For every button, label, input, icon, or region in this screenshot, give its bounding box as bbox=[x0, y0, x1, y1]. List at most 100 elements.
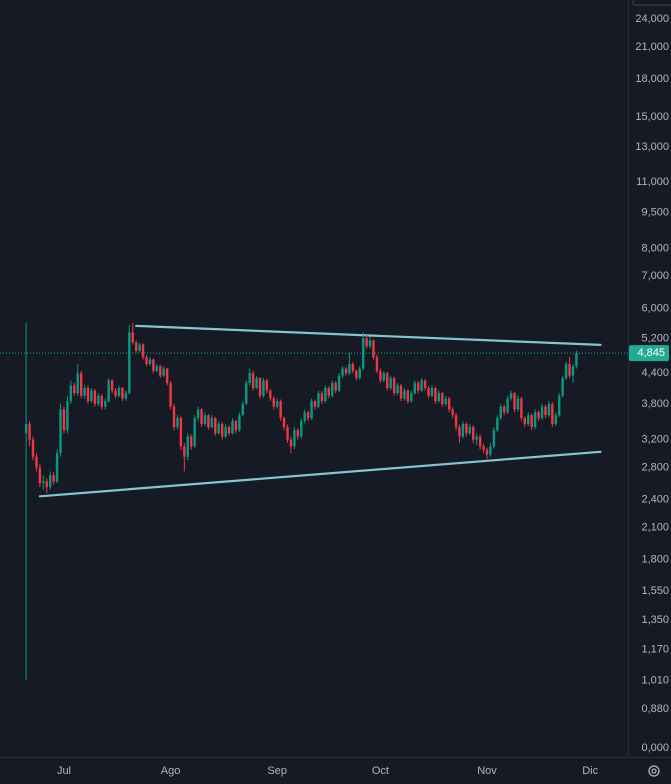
candle-body bbox=[444, 398, 447, 404]
candle-body bbox=[97, 395, 100, 404]
y-tick-label: 1,350 bbox=[641, 614, 669, 626]
x-tick-label: Nov bbox=[477, 765, 497, 777]
candle-body bbox=[138, 344, 141, 351]
candle-body bbox=[575, 353, 578, 367]
candle-body bbox=[547, 403, 551, 416]
candle-body bbox=[540, 406, 544, 419]
y-tick-label: 7,000 bbox=[641, 270, 669, 282]
candle-body bbox=[406, 390, 410, 402]
candle-body bbox=[234, 421, 238, 431]
y-tick-label: 2,800 bbox=[641, 462, 669, 474]
candle-body bbox=[506, 398, 509, 413]
candle-body bbox=[317, 393, 320, 407]
y-tick-label: 3,800 bbox=[641, 398, 669, 410]
candle-body bbox=[499, 406, 502, 419]
trend-line bbox=[38, 450, 602, 498]
candle-body bbox=[245, 382, 248, 404]
y-tick-label: 2,400 bbox=[641, 494, 669, 506]
candle-body bbox=[49, 475, 52, 488]
candle-body bbox=[217, 424, 220, 434]
x-tick-label: Dic bbox=[582, 765, 598, 777]
x-tick-label: Sep bbox=[267, 765, 287, 777]
candle-body bbox=[492, 430, 496, 447]
candle-body bbox=[558, 395, 561, 416]
y-tick-label: 0,880 bbox=[641, 703, 669, 715]
y-tick-label: 15,000 bbox=[635, 111, 669, 123]
candle-body bbox=[79, 373, 83, 396]
candle-body bbox=[241, 403, 245, 416]
y-tick-label: 6,000 bbox=[641, 302, 669, 314]
candle-body bbox=[403, 390, 406, 399]
candle-body bbox=[413, 382, 416, 394]
candle-body bbox=[513, 393, 516, 410]
settings-gear[interactable] bbox=[648, 765, 660, 777]
candle-body bbox=[327, 387, 330, 396]
candle-body bbox=[437, 393, 441, 402]
candle-body bbox=[306, 412, 310, 419]
candle-body bbox=[76, 373, 79, 394]
candle-body bbox=[110, 380, 114, 391]
y-tick-label: 21,000 bbox=[635, 41, 669, 53]
candle-body bbox=[410, 393, 413, 402]
candle-body bbox=[289, 439, 293, 447]
candle-body bbox=[286, 427, 289, 440]
candle-body bbox=[196, 409, 200, 419]
candle-body bbox=[502, 406, 506, 413]
candle-body bbox=[114, 390, 117, 396]
candle-body bbox=[571, 366, 575, 376]
candle-body bbox=[564, 363, 568, 379]
candle-body bbox=[447, 398, 451, 410]
candle-body bbox=[128, 332, 131, 394]
candle-body bbox=[527, 415, 530, 425]
candle-body bbox=[337, 375, 341, 391]
candle-body bbox=[324, 387, 327, 402]
candle-body bbox=[441, 393, 444, 404]
candle-body bbox=[358, 368, 361, 379]
candle-body bbox=[269, 390, 272, 399]
candle-body bbox=[420, 380, 423, 391]
candle-body bbox=[399, 385, 403, 399]
candle-body bbox=[214, 418, 217, 434]
axis-button[interactable] bbox=[632, 0, 671, 6]
candle-body bbox=[551, 403, 554, 425]
y-tick-label: 8,000 bbox=[641, 242, 669, 254]
candle-body bbox=[351, 363, 355, 371]
candle-body bbox=[55, 453, 59, 482]
candle-body bbox=[282, 418, 286, 428]
x-tick-label: Ago bbox=[161, 765, 181, 777]
settings-hub[interactable] bbox=[651, 768, 657, 774]
candle-body bbox=[568, 363, 571, 376]
candle-body bbox=[131, 332, 134, 343]
candle-body bbox=[554, 415, 557, 425]
candle-body bbox=[83, 387, 86, 396]
candle-body bbox=[382, 373, 386, 381]
candle-body bbox=[176, 418, 179, 428]
candle-body bbox=[458, 427, 461, 437]
candle-body bbox=[24, 424, 28, 434]
y-tick-label: 0,000 bbox=[641, 742, 669, 754]
candle-body bbox=[396, 385, 399, 394]
candle-body bbox=[472, 427, 475, 440]
x-tick-label: Oct bbox=[372, 765, 389, 777]
candle-body bbox=[28, 424, 31, 440]
candle-body bbox=[389, 378, 392, 388]
candle-body bbox=[265, 380, 269, 391]
settings-icon[interactable] bbox=[648, 765, 660, 777]
candle-body bbox=[296, 430, 300, 437]
candle-body bbox=[210, 418, 214, 428]
candle-body bbox=[35, 456, 38, 468]
candle-body bbox=[344, 368, 348, 374]
candle-body bbox=[516, 398, 520, 410]
candle-body bbox=[90, 390, 93, 402]
last-price-label: 4,845 bbox=[637, 347, 665, 359]
candle-body bbox=[62, 409, 66, 431]
y-tick-label: 1,550 bbox=[641, 585, 669, 597]
y-tick-label: 1,170 bbox=[641, 644, 669, 656]
candle-body bbox=[561, 378, 564, 396]
candle-body bbox=[251, 373, 255, 388]
candle-body bbox=[124, 393, 128, 399]
candle-body bbox=[533, 412, 537, 428]
candle-body bbox=[162, 368, 165, 376]
candle-body bbox=[423, 380, 427, 388]
candle-body bbox=[451, 409, 454, 416]
